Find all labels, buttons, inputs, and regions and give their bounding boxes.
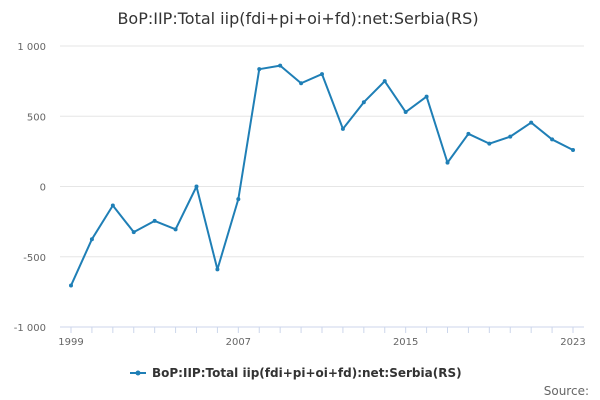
legend-marker-icon	[135, 370, 141, 376]
data-point[interactable]	[508, 134, 513, 139]
data-point[interactable]	[89, 237, 94, 242]
data-point[interactable]	[550, 137, 555, 142]
data-point[interactable]	[487, 141, 492, 146]
data-point[interactable]	[445, 160, 450, 165]
data-point[interactable]	[571, 147, 575, 152]
data-point[interactable]	[131, 230, 136, 235]
data-point[interactable]	[320, 72, 324, 77]
data-point[interactable]	[236, 197, 241, 202]
source-label[interactable]: Source:	[544, 384, 589, 398]
series-line[interactable]	[70, 64, 574, 286]
data-point[interactable]	[382, 79, 387, 84]
data-point[interactable]	[69, 283, 73, 288]
data-point[interactable]	[173, 227, 178, 232]
chart-title: BoP:IIP:Total iip(fdi+pi+oi+fd):net:Serb…	[117, 9, 478, 28]
data-point[interactable]	[110, 203, 115, 208]
data-point[interactable]	[257, 67, 262, 72]
data-point[interactable]	[278, 63, 283, 68]
legend[interactable]: BoP:IIP:Total iip(fdi+pi+oi+fd):net:Serb…	[130, 366, 462, 380]
data-point[interactable]	[403, 110, 408, 115]
x-tick-label: 2015	[393, 337, 418, 348]
x-tick-label: 2007	[226, 337, 251, 348]
data-point[interactable]	[466, 131, 471, 136]
data-point[interactable]	[340, 126, 345, 131]
legend-label[interactable]: BoP:IIP:Total iip(fdi+pi+oi+fd):net:Serb…	[152, 366, 462, 380]
data-point[interactable]	[215, 267, 220, 272]
series-layer	[69, 63, 575, 288]
grid-layer	[60, 45, 584, 328]
data-point[interactable]	[152, 218, 157, 223]
y-tick-label: 500	[27, 112, 46, 123]
data-point[interactable]	[361, 100, 366, 105]
y-tick-label: -500	[23, 253, 46, 264]
data-point[interactable]	[424, 94, 429, 99]
x-axis-ticks: 1999 2007 2015 2023	[58, 326, 586, 348]
y-tick-label: 1 000	[17, 42, 46, 53]
data-point[interactable]	[299, 81, 304, 86]
x-tick-label: 1999	[58, 337, 83, 348]
data-point[interactable]	[194, 184, 199, 189]
data-point[interactable]	[529, 120, 534, 125]
y-tick-label: -1 000	[14, 323, 46, 334]
y-tick-label: 0	[40, 183, 46, 194]
y-axis-ticks: -1 000 -500 0 500 1 000	[14, 42, 46, 334]
x-tick-label: 2023	[560, 337, 585, 348]
